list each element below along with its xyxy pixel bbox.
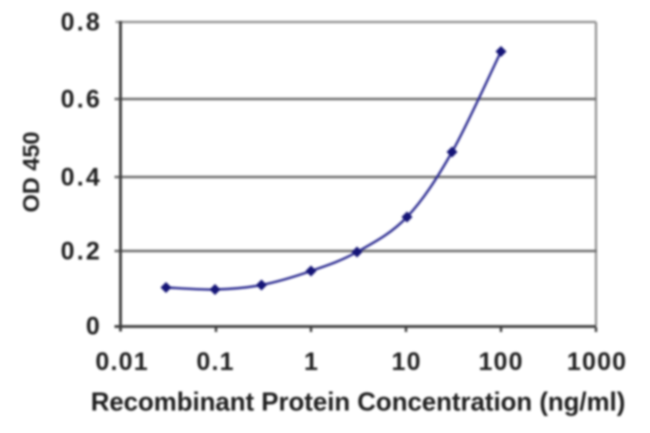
svg-text:10: 10: [391, 348, 421, 376]
svg-text:Recombinant Protein Concentrat: Recombinant Protein Concentration (ng/ml…: [91, 389, 626, 417]
svg-text:1000: 1000: [567, 348, 627, 376]
svg-text:0.1: 0.1: [196, 348, 234, 376]
svg-text:0.8: 0.8: [61, 9, 102, 37]
svg-text:OD 450: OD 450: [18, 132, 44, 213]
svg-text:100: 100: [478, 348, 523, 376]
svg-text:0: 0: [86, 313, 102, 341]
svg-text:0.6: 0.6: [61, 86, 102, 114]
svg-text:0.4: 0.4: [61, 164, 102, 192]
svg-text:0.01: 0.01: [95, 348, 148, 376]
svg-text:1: 1: [304, 348, 319, 376]
svg-text:0.2: 0.2: [61, 238, 102, 266]
